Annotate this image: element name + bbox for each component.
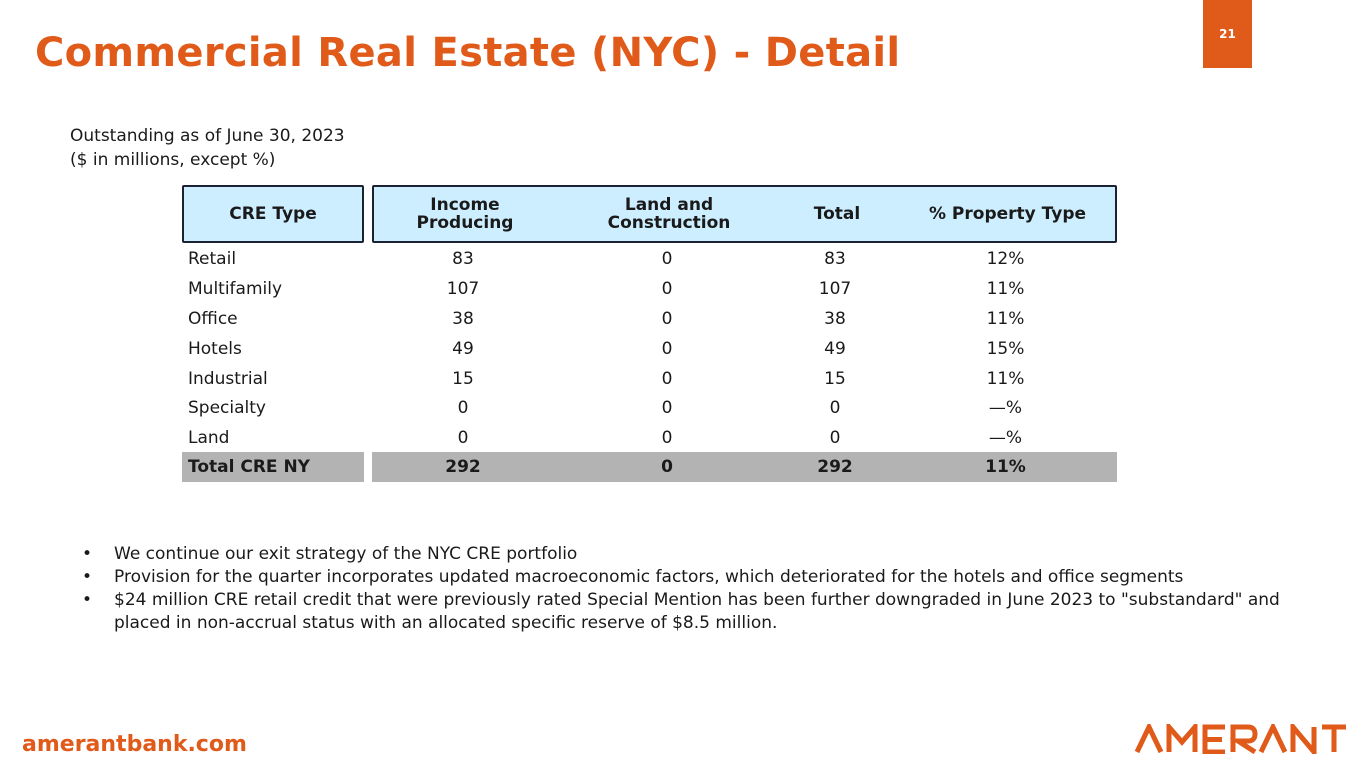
- header-income-line1: Income: [430, 195, 500, 215]
- page-number-badge: 21: [1203, 0, 1252, 68]
- bullet-text: $24 million CRE retail credit that were …: [114, 590, 1280, 633]
- table-row: Land 0 0 0 —%: [182, 423, 1117, 453]
- row-pct: 15%: [986, 339, 1025, 359]
- bullet-text: We continue our exit strategy of the NYC…: [114, 544, 578, 564]
- header-pct-property-type: % Property Type: [928, 204, 1087, 224]
- row-type: Retail: [188, 249, 237, 269]
- row-pct: —%: [988, 398, 1023, 418]
- header-land-construction: Land and Construction: [564, 187, 774, 241]
- row-total: 38: [824, 309, 846, 329]
- row-pct: —%: [988, 428, 1023, 448]
- row-land: 0: [661, 279, 673, 299]
- total-total: 292: [817, 457, 853, 477]
- bullet-item: • $24 million CRE retail credit that wer…: [82, 589, 1332, 635]
- header-income-producing: Income Producing: [374, 187, 556, 241]
- bullet-dot-icon: •: [82, 567, 93, 587]
- bullet-text: Provision for the quarter incorporates u…: [114, 567, 1184, 587]
- row-type: Office: [188, 309, 238, 329]
- row-type: Specialty: [188, 398, 266, 418]
- header-cre-type: CRE Type: [229, 204, 317, 224]
- total-land: 0: [661, 457, 673, 477]
- row-total: 0: [829, 428, 841, 448]
- page-title: Commercial Real Estate (NYC) - Detail: [35, 30, 901, 76]
- row-income: 0: [457, 428, 469, 448]
- row-land: 0: [661, 428, 673, 448]
- row-land: 0: [661, 398, 673, 418]
- bullet-list: • We continue our exit strategy of the N…: [82, 543, 1332, 635]
- bullet-dot-icon: •: [82, 590, 93, 610]
- table-total-row: Total CRE NY 292 0 292 11%: [182, 452, 1117, 482]
- row-income: 0: [457, 398, 469, 418]
- row-total: 49: [824, 339, 846, 359]
- row-land: 0: [661, 339, 673, 359]
- header-land-line2: Construction: [607, 213, 731, 233]
- page-number: 21: [1219, 27, 1236, 41]
- bullet-dot-icon: •: [82, 544, 93, 564]
- header-cre-type-box: CRE Type: [182, 185, 364, 243]
- row-land: 0: [661, 249, 673, 269]
- bullet-item: • We continue our exit strategy of the N…: [82, 543, 1332, 566]
- row-total: 0: [829, 398, 841, 418]
- table-row: Multifamily 107 0 107 11%: [182, 274, 1117, 304]
- row-pct: 12%: [986, 249, 1025, 269]
- subtitle-units: ($ in millions, except %): [70, 150, 276, 170]
- row-income: 49: [452, 339, 474, 359]
- header-land-line1: Land and: [624, 195, 714, 215]
- total-type: Total CRE NY: [188, 457, 310, 477]
- row-total: 107: [818, 279, 852, 299]
- table-row: Retail 83 0 83 12%: [182, 244, 1117, 274]
- row-land: 0: [661, 369, 673, 389]
- row-total: 83: [824, 249, 846, 269]
- subtitle-date: Outstanding as of June 30, 2023: [70, 126, 345, 146]
- total-row-fill-left: [182, 452, 364, 482]
- total-income: 292: [445, 457, 481, 477]
- header-values-box: Income Producing Land and Construction Tot…: [372, 185, 1117, 243]
- row-type: Multifamily: [188, 279, 283, 299]
- footer-url: amerantbank.com: [22, 732, 247, 757]
- row-income: 83: [452, 249, 474, 269]
- table-row: Office 38 0 38 11%: [182, 304, 1117, 334]
- row-pct: 11%: [986, 309, 1025, 329]
- total-row-fill-right: [372, 452, 1117, 482]
- row-type: Hotels: [188, 339, 242, 359]
- total-pct: 11%: [985, 457, 1026, 477]
- bullet-item: • Provision for the quarter incorporates…: [82, 566, 1332, 589]
- table-row: Specialty 0 0 0 —%: [182, 393, 1117, 423]
- table-row: Hotels 49 0 49 15%: [182, 334, 1117, 364]
- header-income-line2: Producing: [416, 213, 514, 233]
- row-type: Industrial: [188, 369, 268, 389]
- amerant-logo: [1134, 724, 1346, 754]
- row-total: 15: [824, 369, 846, 389]
- row-pct: 11%: [986, 279, 1025, 299]
- row-income: 107: [446, 279, 480, 299]
- row-pct: 11%: [986, 369, 1025, 389]
- table-row: Industrial 15 0 15 11%: [182, 364, 1117, 394]
- row-land: 0: [661, 309, 673, 329]
- row-income: 38: [452, 309, 474, 329]
- row-type: Land: [188, 428, 230, 448]
- row-income: 15: [452, 369, 474, 389]
- header-total: Total: [813, 204, 861, 224]
- table-caption: Outstanding as of June 30, 2023 ($ in mi…: [70, 124, 345, 172]
